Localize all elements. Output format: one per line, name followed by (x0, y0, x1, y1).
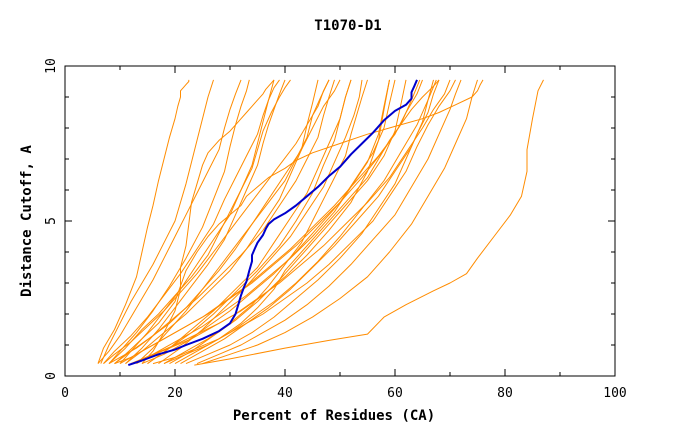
reference-line-4 (100, 79, 214, 364)
reference-line-13 (185, 79, 440, 365)
x-tick-label: 100 (603, 386, 626, 401)
series-layer (97, 79, 544, 367)
reference-line-19 (169, 79, 407, 365)
reference-line-30 (125, 79, 286, 364)
x-axis-label: Percent of Residues (CA) (233, 408, 435, 424)
reference-line-27 (180, 79, 434, 365)
reference-line-32 (147, 79, 352, 365)
y-tick-label: 5 (44, 217, 59, 225)
reference-line-12 (103, 79, 280, 364)
y-tick-label: 0 (44, 372, 59, 380)
reference-line-23 (158, 79, 363, 365)
reference-line-2 (114, 79, 484, 364)
tick-layer: 0 20 40 60 80 100 0 5 10 (44, 58, 627, 401)
reference-line-25 (103, 79, 330, 364)
reference-line-20 (119, 79, 275, 364)
x-tick-label: 40 (277, 386, 293, 401)
reference-line-18 (108, 79, 291, 364)
reference-line-14 (125, 79, 319, 364)
x-tick-label: 60 (387, 386, 403, 401)
reference-line-22 (130, 79, 451, 365)
reference-line-5 (97, 79, 190, 364)
reference-line-6 (174, 79, 440, 365)
highlight-line (127, 79, 418, 367)
reference-line-26 (97, 79, 242, 364)
reference-line-8 (108, 79, 250, 364)
reference-line-24 (202, 79, 478, 365)
reference-line-1 (194, 79, 544, 366)
reference-line-31 (196, 79, 462, 365)
x-tick-label: 80 (497, 386, 513, 401)
reference-line-7 (130, 79, 390, 365)
reference-line-11 (147, 79, 352, 365)
x-tick-label: 20 (167, 386, 183, 401)
reference-line-34 (163, 79, 437, 365)
y-tick-label: 10 (44, 58, 59, 74)
y-axis-label: Distance Cutoff, A (19, 145, 35, 297)
reference-line-28 (114, 79, 335, 364)
reference-line-33 (108, 79, 341, 365)
x-tick-label: 0 (61, 386, 69, 401)
plot-frame (64, 65, 616, 377)
chart-title: T1070-D1 (314, 18, 381, 34)
